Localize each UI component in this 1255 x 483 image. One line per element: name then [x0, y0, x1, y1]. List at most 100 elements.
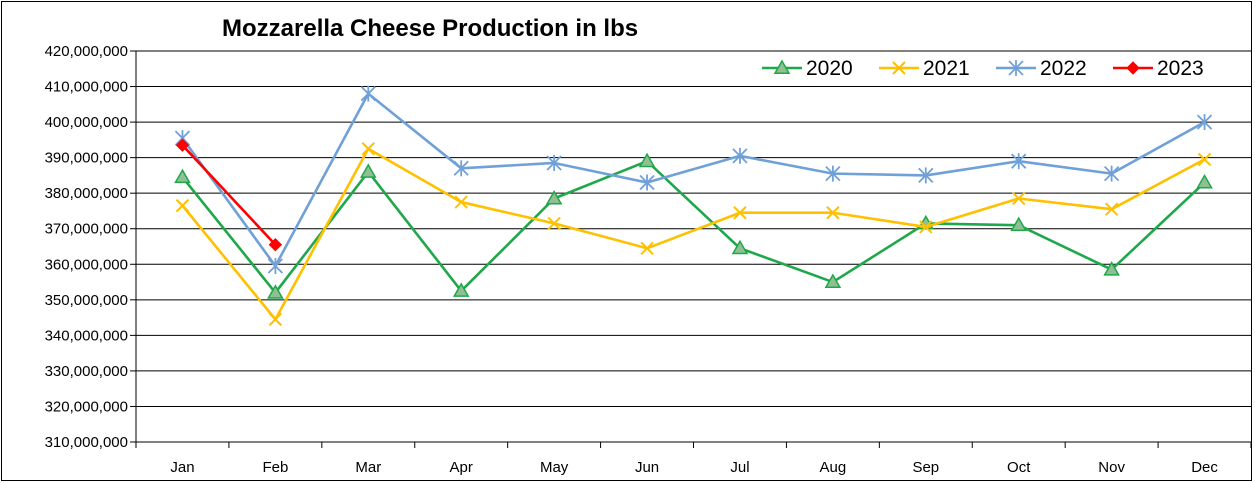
data-point-2020: [824, 273, 842, 289]
series-layer: [174, 85, 1213, 327]
data-point-2021: [547, 216, 561, 231]
marker-stroke: [1197, 152, 1212, 167]
data-point-2021: [1197, 152, 1212, 167]
legend-item-2020: 2020: [762, 57, 853, 80]
series-2022: [174, 85, 1213, 275]
legend-marker: [1126, 61, 1140, 75]
data-point-2020: [1103, 261, 1120, 276]
legend-marker: [1008, 60, 1024, 76]
x-tick-label: Mar: [355, 459, 381, 476]
y-tick-label: 380,000,000: [45, 185, 128, 202]
x-tick-label: Dec: [1191, 459, 1218, 476]
x-tick-label: Aug: [820, 459, 847, 476]
marker-stroke: [919, 220, 933, 234]
data-point-2021: [361, 142, 375, 156]
x-tick-label: Nov: [1098, 459, 1125, 476]
data-point-2022: [1011, 153, 1027, 170]
y-tick-label: 350,000,000: [45, 292, 128, 309]
series-line-2021: [181, 147, 1206, 321]
y-tick-label: 420,000,000: [45, 43, 128, 60]
legend-label: 2020: [806, 57, 853, 80]
legend: 2020 2021 2022 2023: [762, 57, 1204, 80]
legend-label: 2023: [1157, 57, 1204, 80]
data-point-2022: [360, 85, 376, 102]
data-point-2020: [731, 239, 749, 255]
x-tick-label: Jul: [730, 459, 749, 476]
y-tick-label: 410,000,000: [45, 79, 128, 96]
marker-stroke: [454, 195, 468, 209]
data-point-2023: [268, 238, 283, 252]
data-point-2021: [268, 312, 283, 327]
series-2021: [175, 142, 1212, 327]
data-point-2020: [1196, 174, 1213, 189]
y-tick-label: 310,000,000: [45, 434, 128, 451]
marker-stroke: [826, 206, 840, 220]
legend-item-2021: 2021: [879, 57, 970, 80]
data-point-2022: [453, 160, 469, 177]
data-point-2021: [919, 220, 933, 234]
legend-item-2023: 2023: [1113, 57, 1204, 80]
data-point-2021: [1012, 191, 1026, 206]
data-point-2020: [1010, 216, 1028, 232]
series-line-2023: [181, 143, 277, 247]
series-2023: [175, 138, 283, 252]
x-tick-label: Sep: [912, 459, 939, 476]
data-point-2021: [1104, 202, 1119, 216]
y-tick-label: 400,000,000: [45, 114, 128, 131]
marker-stroke: [1012, 191, 1026, 206]
data-point-2020: [452, 282, 470, 297]
series-line-2022: [181, 92, 1206, 268]
data-point-2021: [640, 241, 654, 255]
y-tick-label: 340,000,000: [45, 327, 128, 344]
data-point-2021: [733, 206, 747, 220]
marker-stroke: [547, 216, 561, 231]
marker-stroke: [268, 312, 283, 327]
data-point-2020: [359, 163, 377, 178]
data-point-2020: [638, 152, 656, 168]
data-point-2022: [546, 154, 562, 171]
marker-stroke: [640, 241, 654, 255]
data-point-2020: [545, 190, 563, 205]
x-tick-label: Feb: [262, 459, 288, 476]
data-point-2022: [825, 165, 841, 182]
y-tick-label: 370,000,000: [45, 221, 128, 238]
x-tick-label: Oct: [1007, 459, 1031, 476]
y-tick-label: 330,000,000: [45, 363, 128, 380]
y-tick-label: 360,000,000: [45, 256, 128, 273]
marker-stroke: [361, 142, 375, 156]
data-point-2023: [175, 138, 190, 152]
y-tick-label: 320,000,000: [45, 398, 128, 415]
y-tick-label: 390,000,000: [45, 150, 128, 167]
chart-title: Mozzarella Cheese Production in lbs: [222, 15, 638, 42]
x-tick-label: Jun: [635, 459, 659, 476]
marker-stroke: [1104, 202, 1119, 216]
x-tick-label: Jan: [170, 459, 194, 476]
axis-layer: 310,000,000 320,000,000 330,000,000 340,000…: [45, 43, 1252, 476]
data-point-2020: [174, 168, 191, 184]
series-2020: [174, 152, 1213, 299]
data-point-2021: [454, 195, 468, 209]
legend-label: 2021: [923, 57, 970, 80]
data-point-2021: [826, 206, 840, 220]
data-point-2022: [1103, 165, 1120, 182]
legend-marker: [773, 59, 791, 74]
marker-stroke: [733, 206, 747, 220]
legend-item-2022: 2022: [996, 57, 1087, 80]
x-tick-label: Apr: [450, 459, 473, 476]
grid-layer: [136, 50, 1251, 443]
data-point-2020: [267, 284, 284, 299]
data-point-2022: [267, 258, 284, 275]
series-line-2020: [181, 159, 1206, 295]
data-point-2022: [918, 167, 934, 184]
legend-label: 2022: [1040, 57, 1087, 80]
data-point-2021: [175, 198, 190, 213]
data-point-2022: [732, 147, 748, 164]
legend-marker: [892, 61, 906, 75]
data-point-2022: [639, 174, 655, 191]
x-tick-label: May: [540, 459, 569, 476]
marker-stroke: [892, 61, 906, 75]
marker-stroke: [175, 198, 190, 213]
data-point-2022: [1196, 114, 1213, 131]
